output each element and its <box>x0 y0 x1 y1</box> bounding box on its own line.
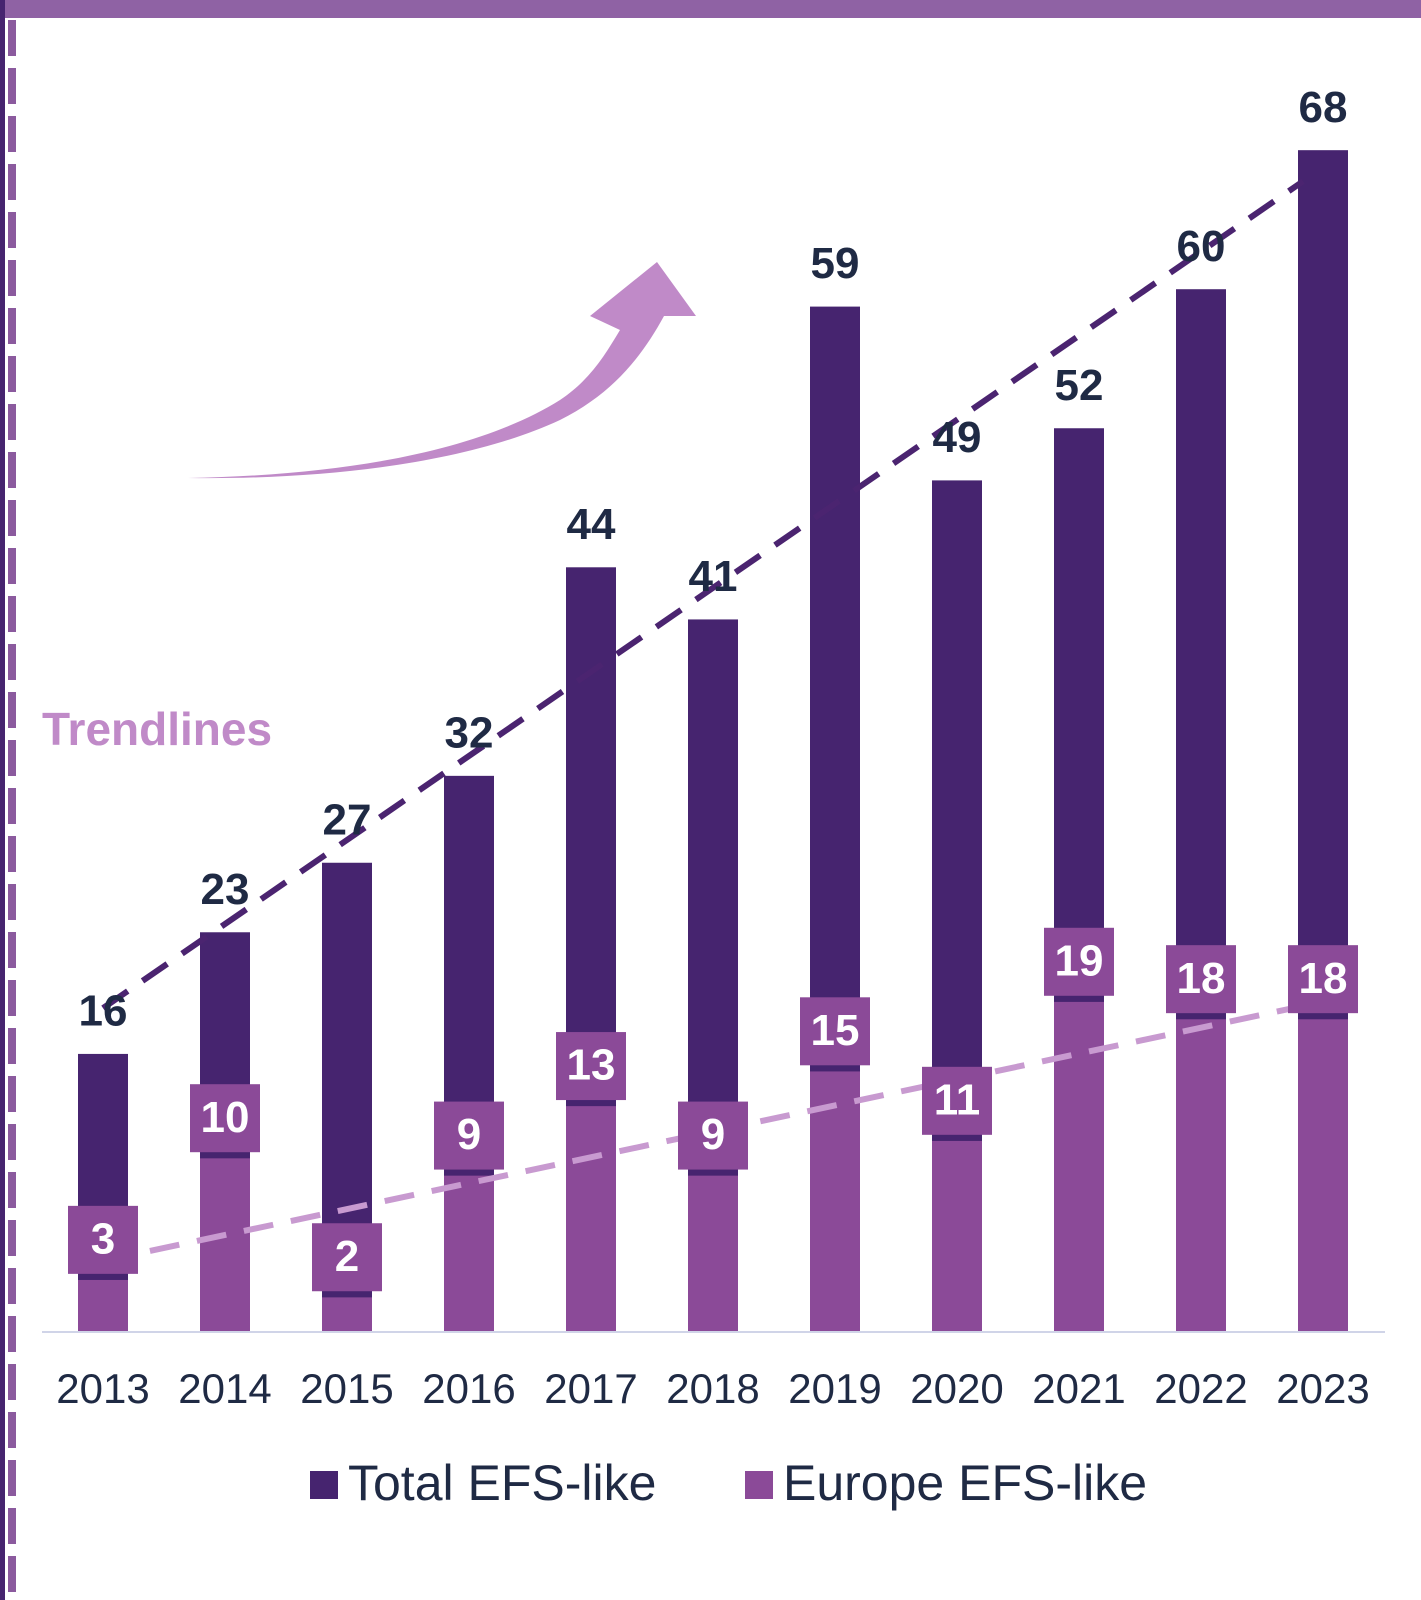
legend-label: Europe EFS-like <box>783 1455 1147 1511</box>
x-tick-label: 2021 <box>1032 1365 1125 1412</box>
value-label: 27 <box>323 795 372 844</box>
value-label: 44 <box>567 500 616 549</box>
value-label: 11 <box>934 1075 981 1124</box>
legend-swatch <box>310 1471 338 1499</box>
bar <box>78 1280 128 1332</box>
value-label: 68 <box>1299 83 1348 132</box>
value-label: 49 <box>933 413 982 462</box>
bar-top-line <box>566 1100 616 1106</box>
bar <box>566 1106 616 1332</box>
bar <box>932 1141 982 1332</box>
value-label: 9 <box>701 1110 725 1159</box>
value-label: 9 <box>457 1110 481 1159</box>
bar-top-line <box>200 1152 250 1158</box>
bar-top-line <box>322 1291 372 1297</box>
legend-swatch <box>745 1471 773 1499</box>
bar-top-line <box>1298 1013 1348 1019</box>
trendlines-label: Trendlines <box>42 703 272 755</box>
value-label: 23 <box>201 865 250 914</box>
bar-top-line <box>1176 1013 1226 1019</box>
bar <box>200 1158 250 1332</box>
value-label: 19 <box>1055 936 1104 985</box>
value-label: 18 <box>1177 954 1226 1003</box>
bar-top-line <box>932 1135 982 1141</box>
bar-top-line <box>1054 996 1104 1002</box>
bar-top-line <box>688 1170 738 1176</box>
value-label: 18 <box>1299 954 1348 1003</box>
value-label: 60 <box>1177 222 1226 271</box>
x-tick-label: 2016 <box>422 1365 515 1412</box>
value-label: 16 <box>79 987 128 1036</box>
top-band <box>0 0 1421 18</box>
bar-top-line <box>444 1170 494 1176</box>
value-label: 10 <box>201 1093 250 1142</box>
x-tick-label: 2019 <box>788 1365 881 1412</box>
value-label: 41 <box>689 552 738 601</box>
bar <box>322 1297 372 1332</box>
growth-arrow <box>188 262 696 478</box>
value-label: 15 <box>811 1006 860 1055</box>
bar <box>444 1176 494 1332</box>
value-label: 59 <box>811 239 860 288</box>
value-label: 52 <box>1055 361 1104 410</box>
bar <box>1176 1019 1226 1332</box>
value-label: 3 <box>91 1214 115 1263</box>
x-tick-label: 2023 <box>1276 1365 1369 1412</box>
legend-label: Total EFS-like <box>348 1455 656 1511</box>
bar-top-line <box>810 1065 860 1071</box>
chart: Trendlines 2013 2014 2015 2016 2017 2018 2019 2… <box>0 0 1421 1600</box>
value-label: 2 <box>335 1232 359 1281</box>
bar <box>688 1176 738 1332</box>
x-tick-label: 2015 <box>300 1365 393 1412</box>
value-label: 13 <box>567 1041 616 1090</box>
x-tick-label: 2014 <box>178 1365 271 1412</box>
x-tick-label: 2022 <box>1154 1365 1247 1412</box>
x-tick-label: 2018 <box>666 1365 759 1412</box>
x-tick-label: 2020 <box>910 1365 1003 1412</box>
x-tick-label: 2013 <box>56 1365 149 1412</box>
left-border <box>0 0 5 1600</box>
bar-top-line <box>78 1274 128 1280</box>
bar <box>1298 1019 1348 1332</box>
x-tick-label: 2017 <box>544 1365 637 1412</box>
value-label: 32 <box>445 708 494 757</box>
